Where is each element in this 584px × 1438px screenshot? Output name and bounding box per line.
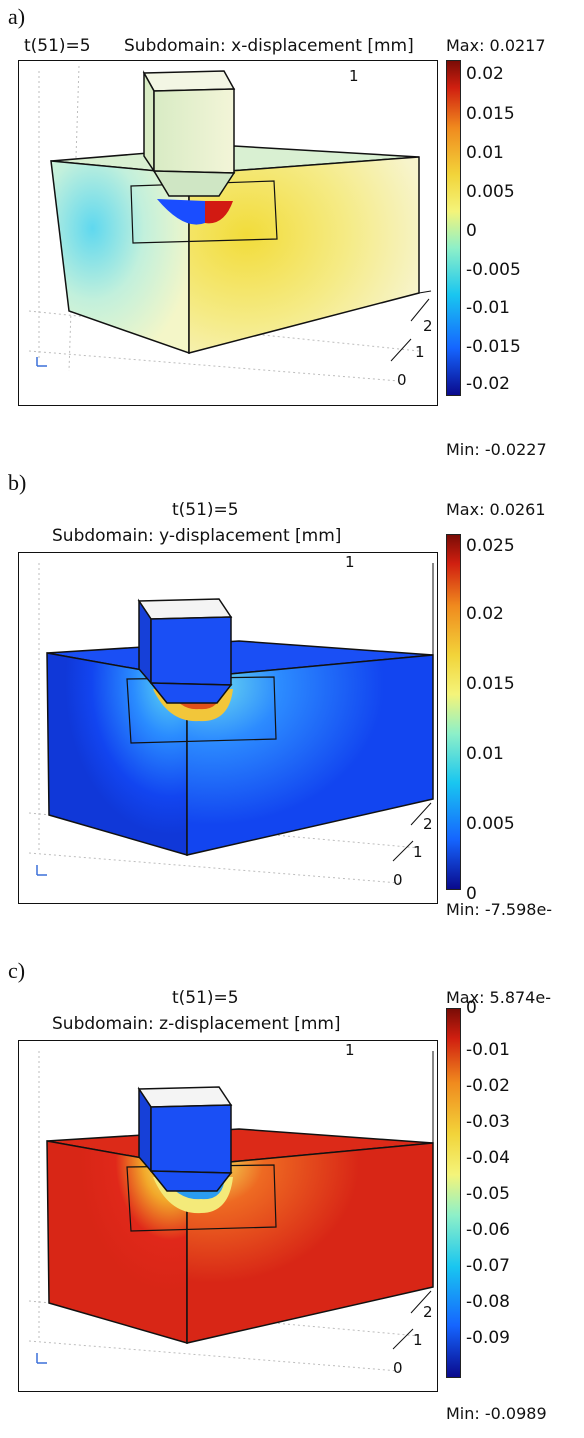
- indenter-top: [142, 70, 236, 92]
- plot-time-label: t(51)=5: [172, 500, 239, 520]
- panel-b: b) t(51)=5 Subdomain: y-displacement [mm…: [0, 470, 584, 950]
- indenter-tip: [152, 170, 236, 197]
- axis-label-top: 1: [345, 1041, 355, 1059]
- plot-time-label: t(51)=5: [172, 988, 239, 1008]
- colorbar-tick-label: -0.07: [466, 1256, 510, 1276]
- panel-letter: a): [8, 4, 26, 29]
- colorbar-tick-label: 0.02: [466, 604, 504, 624]
- colorbar-min-label: Min: -0.0227: [446, 440, 547, 459]
- colorbar-tick-label: -0.015: [466, 337, 521, 357]
- axis-triad-icon: [36, 357, 47, 367]
- colorbar-tick-label: -0.05: [466, 1184, 510, 1204]
- plot-area: 1 2 1 0: [18, 552, 438, 904]
- colorbar-tick-label: 0: [466, 221, 477, 241]
- axis-label-top: 1: [349, 67, 359, 85]
- colorbar-min-label: Min: -7.598e-: [446, 900, 553, 919]
- axis-label-1: 1: [413, 843, 423, 861]
- colorbar-tick-label: -0.02: [466, 374, 510, 394]
- colorbar-tick-label: 0.005: [466, 182, 515, 202]
- z-displacement-render: [28, 1051, 434, 1372]
- colorbar-max-label: Max: 5.874e-: [446, 988, 551, 1007]
- plot-area: 1 2 1 0: [18, 60, 438, 406]
- colorbar-tick-label: -0.03: [466, 1112, 510, 1132]
- colorbar-tick-label: 0.01: [466, 744, 504, 764]
- colorbar-tick-label: 0.025: [466, 536, 515, 556]
- colorbar-tick-label: 0.015: [466, 104, 515, 124]
- colorbar: [446, 1008, 461, 1378]
- plot-subdomain-label: Subdomain: z-displacement [mm]: [52, 1014, 341, 1034]
- indenter-top: [137, 598, 233, 620]
- colorbar-tick-label: 0: [466, 998, 477, 1018]
- panel-c: c) t(51)=5 Subdomain: z-displacement [mm…: [0, 958, 584, 1438]
- indenter-tip: [149, 682, 233, 704]
- colorbar-tick-label: 0.005: [466, 814, 515, 834]
- indenter-front: [153, 88, 235, 174]
- colorbar-tick-label: -0.09: [466, 1328, 510, 1348]
- axis-label-1: 1: [415, 343, 425, 361]
- axis-label-top: 1: [345, 553, 355, 571]
- colorbar-tick-label: -0.01: [466, 298, 510, 318]
- colorbar-tick-label: -0.08: [466, 1292, 510, 1312]
- axis-triad-icon: [36, 865, 47, 876]
- indenter-top: [137, 1086, 233, 1108]
- indenter-tip: [149, 1170, 233, 1192]
- colorbar-tick-label: -0.01: [466, 1040, 510, 1060]
- plot-subdomain-label: Subdomain: y-displacement [mm]: [52, 526, 342, 546]
- axis-label-0: 0: [393, 871, 403, 889]
- colorbar-tick-label: 0.015: [466, 674, 515, 694]
- panel-letter: c): [8, 958, 26, 983]
- panel-letter: b): [8, 470, 27, 495]
- colorbar-tick-label: -0.005: [466, 260, 521, 280]
- indenter-front: [150, 1104, 232, 1174]
- axis-label-2: 2: [423, 815, 433, 833]
- colorbar-tick-label: -0.02: [466, 1076, 510, 1096]
- plot-area: 1 2 1 0: [18, 1040, 438, 1392]
- axis-label-1: 1: [413, 1331, 423, 1349]
- colorbar: [446, 60, 461, 396]
- colorbar-tick-label: 0.01: [466, 143, 504, 163]
- displacement-hotspot-negative: [157, 199, 205, 225]
- axis-label-2: 2: [423, 317, 433, 335]
- axis-triad-icon: [36, 1353, 47, 1364]
- colorbar-min-label: Min: -0.0989: [446, 1404, 547, 1423]
- x-displacement-render: [28, 65, 432, 382]
- colorbar-tick-label: -0.04: [466, 1148, 510, 1168]
- indenter-side: [143, 70, 155, 174]
- plot-time-label: t(51)=5: [24, 36, 91, 56]
- colorbar-max-label: Max: 0.0217: [446, 36, 546, 55]
- panel-a: a) t(51)=5 Subdomain: x-displacement [mm…: [0, 0, 584, 470]
- axis-label-0: 0: [397, 371, 407, 389]
- colorbar-max-label: Max: 0.0261: [446, 500, 546, 519]
- indenter-front: [150, 616, 232, 686]
- displacement-hotspot-positive: [205, 201, 233, 224]
- axis-label-0: 0: [393, 1359, 403, 1377]
- colorbar: [446, 534, 461, 890]
- plot-subdomain-label: Subdomain: x-displacement [mm]: [124, 36, 414, 56]
- colorbar-tick-label: -0.06: [466, 1220, 510, 1240]
- axis-label-2: 2: [423, 1303, 433, 1321]
- colorbar-tick-label: 0: [466, 884, 477, 904]
- y-displacement-render: [28, 563, 434, 884]
- colorbar-tick-label: 0.02: [466, 64, 504, 84]
